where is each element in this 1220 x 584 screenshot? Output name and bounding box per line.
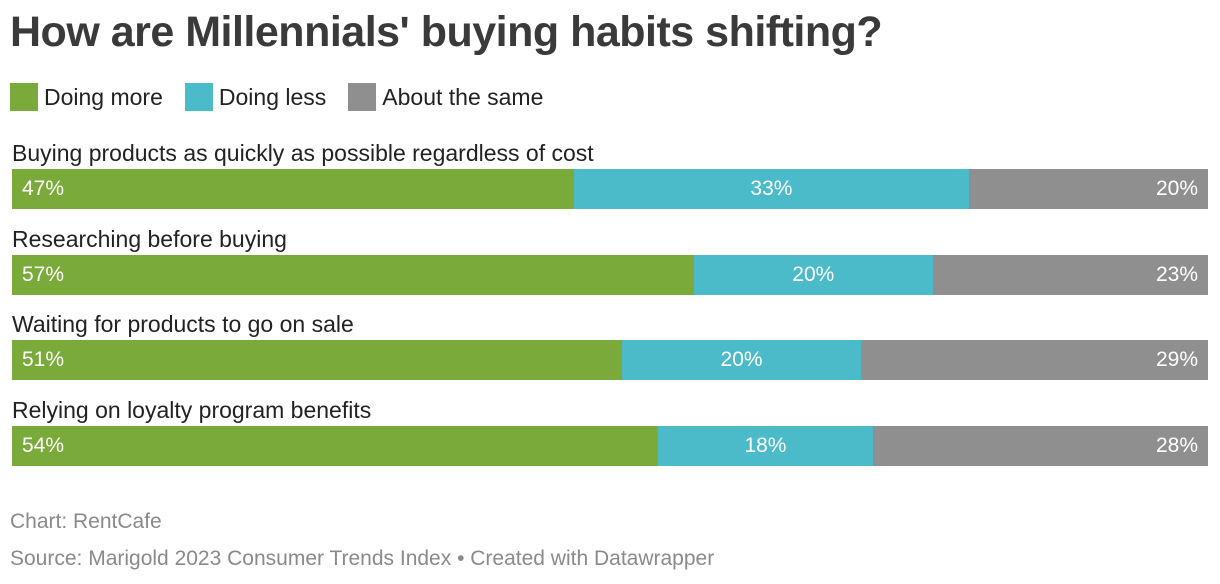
bar-segment-doing-more [12,340,623,380]
legend-swatch [10,83,38,111]
bar-segment-doing-less [574,169,970,209]
data-label: 29% [1155,348,1198,371]
data-label: 20% [792,263,835,286]
bar-segment-doing-more [12,169,575,209]
legend-item-about-the-same: About the same [348,83,543,111]
stacked-bar: 54% 18% 28% [12,426,1209,466]
data-label: 23% [1155,263,1198,286]
bar-segment-about-the-same [873,426,1209,466]
bar-segment-doing-more [12,426,659,466]
category-label: Buying products as quickly as possible r… [12,140,594,166]
chart-legend: Doing more Doing less About the same [10,82,565,112]
category-label: Relying on loyalty program benefits [12,397,372,423]
data-label: 18% [744,434,787,457]
legend-swatch [348,83,377,111]
bar-row: Relying on loyalty program benefits 54% 18… [12,394,1209,466]
data-label: 51% [22,348,65,371]
category-label: Researching before buying [12,226,287,252]
bar-row: Buying products as quickly as possible r… [12,137,1209,209]
bar-segment-doing-less [657,426,874,466]
legend-item-doing-less: Doing less [184,83,327,111]
legend-item-doing-more: Doing more [10,83,163,111]
data-label: 54% [22,434,65,457]
legend-label: Doing more [44,83,163,110]
bar-segment-about-the-same [968,169,1209,209]
stacked-bar: 57% 20% 23% [12,255,1209,295]
stacked-bar: 47% 33% 20% [12,169,1209,209]
source-note: Source: Marigold 2023 Consumer Trends In… [10,547,715,570]
bar-row: Researching before buying 57% 20% 23% [12,223,1209,295]
data-label: 33% [750,177,793,200]
legend-swatch [184,83,213,111]
data-label: 57% [22,263,65,286]
data-label: 28% [1155,434,1198,457]
data-label: 47% [22,177,65,200]
bar-row: Waiting for products to go on sale 51% 20%… [12,308,1209,380]
chart-credit: Chart: RentCafe [10,510,162,533]
legend-label: Doing less [218,83,327,110]
bar-segment-doing-less [693,255,934,295]
category-label: Waiting for products to go on sale [12,311,354,337]
data-label: 20% [720,348,763,371]
legend-label: About the same [382,83,544,110]
stacked-bar: 51% 20% 29% [12,340,1209,380]
data-label: 20% [1155,177,1198,200]
bar-segment-doing-more [12,255,695,295]
chart-title: How are Millennials' buying habits shift… [10,8,883,56]
bar-segment-doing-less [621,340,862,380]
bar-segment-about-the-same [932,255,1209,295]
bar-segment-about-the-same [861,340,1209,380]
